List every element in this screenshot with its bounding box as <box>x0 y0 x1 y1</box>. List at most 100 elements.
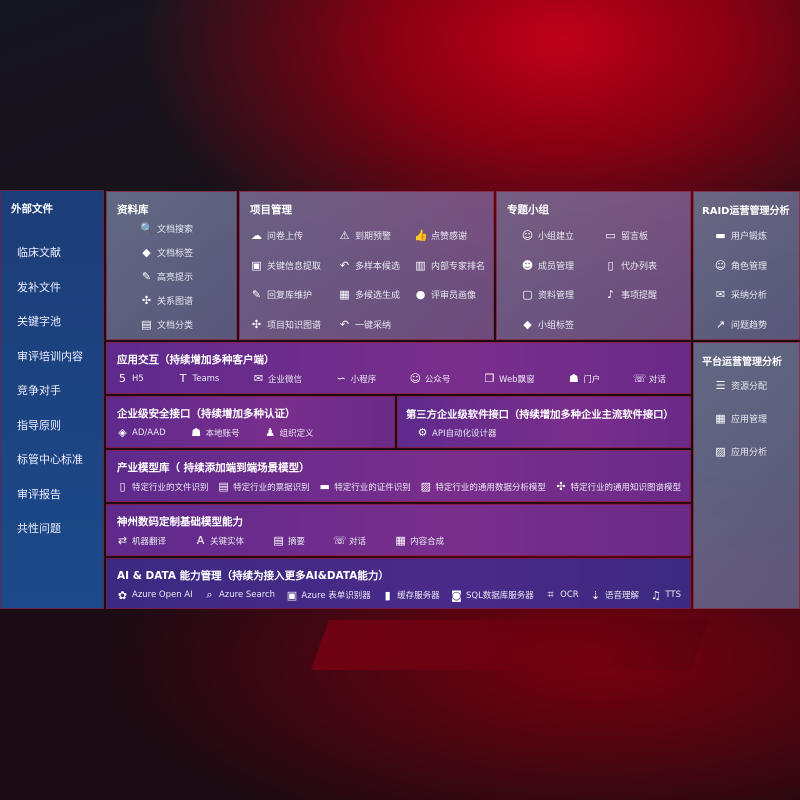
group-item[interactable]: ▢ 资料管理 <box>521 288 574 301</box>
app-item[interactable]: ☺ 公众号 <box>409 372 451 385</box>
external-file-item[interactable]: 竞争对手 <box>17 384 61 397</box>
aidata-item[interactable]: ⌗ OCR <box>544 588 579 602</box>
raid-item[interactable]: ☺ 角色管理 <box>714 259 767 272</box>
library-item[interactable]: ◆ 文档标签 <box>140 246 193 259</box>
group-item-label: 留言板 <box>621 232 649 242</box>
group-item[interactable]: ▭ 留言板 <box>604 229 648 242</box>
industry-title: 产业模型库（ 持续添加端到端场景模型） <box>117 462 310 474</box>
reply-icon: ↶ <box>339 258 350 272</box>
app-item[interactable]: ☗ 门户 <box>567 372 600 385</box>
platform-item[interactable]: ☰ 资源分配 <box>714 379 767 392</box>
raid-item[interactable]: ✉ 采纳分析 <box>714 288 767 301</box>
project-item[interactable]: 👍 点赞感谢 <box>414 229 467 242</box>
project-item[interactable]: ✣ 项目知识图谱 <box>250 318 321 331</box>
aidata-item[interactable]: ⌕ Azure Search <box>203 588 275 602</box>
platform-item[interactable]: ▨ 应用分析 <box>714 445 767 458</box>
base-item[interactable]: ▦ 内容合成 <box>394 534 444 547</box>
group-item-label: 成员管理 <box>538 261 575 272</box>
library-item[interactable]: 🔍 文档搜索 <box>140 222 193 235</box>
base-item[interactable]: ☏ 对话 <box>333 534 366 547</box>
industry-item[interactable]: ▤ 特定行业的票据识别 <box>217 480 309 493</box>
platform-item[interactable]: ▦ 应用管理 <box>714 412 767 425</box>
project-item[interactable]: ▦ 多候选生成 <box>338 288 400 301</box>
external-file-item[interactable]: 标管中心标准 <box>17 453 83 466</box>
external-file-item[interactable]: 共性问题 <box>17 522 61 535</box>
base-item[interactable]: ▤ 摘要 <box>272 534 305 547</box>
industry-item-label: 特定行业的证件识别 <box>334 482 411 493</box>
app-item-label: 门户 <box>583 374 601 385</box>
external-file-item[interactable]: 指导原则 <box>17 418 61 432</box>
external-file-item[interactable]: 审评报告 <box>17 487 61 501</box>
app-item[interactable]: ❐ Web飘窗 <box>483 372 535 385</box>
project-item[interactable]: ↶ 多样本候选 <box>338 259 400 272</box>
base-item[interactable]: A 关键实体 <box>194 534 244 547</box>
security-item[interactable]: ☗ 本地账号 <box>190 426 239 439</box>
app-item-label: 企业微信 <box>268 374 303 385</box>
group-item[interactable]: ☺ 小组建立 <box>521 229 574 242</box>
aidata-item[interactable]: ✿ Azure Open AI <box>116 589 193 602</box>
pen-icon: ✎ <box>141 270 152 283</box>
base-item-label: 对话 <box>349 536 367 547</box>
project-item[interactable]: ↶ 一键采纳 <box>338 318 391 331</box>
raid-item[interactable]: ↗ 问题趋势 <box>714 318 767 331</box>
industry-item[interactable]: ✣ 特定行业的通用知识图谱模型 <box>554 480 681 493</box>
industry-item[interactable]: ▨ 特定行业的通用数据分析模型 <box>419 480 546 493</box>
aidata-item[interactable]: ♫ TTS <box>649 589 681 602</box>
aidata-item[interactable]: ⇣ 语音理解 <box>589 589 639 602</box>
industry-items-row: ▯ 特定行业的文件识别 ▤ 特定行业的票据识别 ▬ 特定行业的证件识别 ▨ 特定行业的通用数据… <box>116 480 681 493</box>
member-icon: ☻ <box>521 258 534 272</box>
project-item[interactable]: ⚠ 到期预警 <box>338 229 391 242</box>
group-item-label: 小组标签 <box>538 320 575 331</box>
security-item[interactable]: ♟ 组织定义 <box>264 426 313 439</box>
app-item[interactable]: ✉ 企业微信 <box>252 372 302 385</box>
app-item[interactable]: T Teams <box>176 372 220 385</box>
library-item[interactable]: ✣ 关系图谱 <box>140 294 193 307</box>
security-items-row: ◈ AD/AAD ☗ 本地账号 ♟ 组织定义 <box>116 426 385 439</box>
project-item-label: 问卷上传 <box>267 232 304 242</box>
group-item[interactable]: ♪ 事项提醒 <box>604 288 657 301</box>
project-item[interactable]: ● 评审员画像 <box>414 288 476 301</box>
project-item[interactable]: ▥ 内部专家排名 <box>414 259 485 272</box>
aidata-item-label: TTS <box>665 590 681 600</box>
thirdparty-item[interactable]: ⚙ API自动化设计器 <box>416 426 497 439</box>
library-item-label: 关系图谱 <box>157 297 194 307</box>
app-item-label: 对话 <box>648 374 666 385</box>
group-item[interactable]: ◆ 小组标签 <box>521 318 574 331</box>
teams-icon: T <box>179 372 187 385</box>
aidata-panel: AI & DATA 能力管理（持续为接入更多AI&DATA能力） ✿ Azure … <box>106 558 691 609</box>
puzzle-icon: ▦ <box>339 288 350 301</box>
project-item[interactable]: ✎ 回复库维护 <box>250 288 312 301</box>
aidata-item[interactable]: ◙ SQL数据库服务器 <box>450 589 534 602</box>
external-file-item[interactable]: 临床文献 <box>17 246 61 259</box>
app-item[interactable]: ☏ 对话 <box>633 372 666 385</box>
external-file-item[interactable]: 关键字池 <box>17 315 61 328</box>
aidata-item[interactable]: ▣ Azure 表单识别器 <box>285 589 371 602</box>
app-item-label: 公众号 <box>424 374 451 385</box>
group-item-label: 小组建立 <box>538 232 575 242</box>
app-item[interactable]: 5 H5 <box>116 372 144 385</box>
raid-item-label: 问题趋势 <box>731 320 768 331</box>
base-item-label: 关键实体 <box>210 536 245 547</box>
group-item[interactable]: ☻ 成员管理 <box>521 259 574 272</box>
aidata-item[interactable]: ▮ 缓存服务器 <box>381 589 440 602</box>
raid-item[interactable]: ▬ 用户锻炼 <box>714 229 767 242</box>
library-item[interactable]: ✎ 高亮提示 <box>140 270 193 283</box>
external-file-item[interactable]: 发补文件 <box>17 280 61 294</box>
app-item[interactable]: ∽ 小程序 <box>335 372 377 385</box>
external-file-item[interactable]: 审评培训内容 <box>17 349 83 363</box>
security-item[interactable]: ◈ AD/AAD <box>116 426 165 439</box>
aidata-item-label: 语音理解 <box>605 591 640 601</box>
industry-item-label: 特定行业的通用知识图谱模型 <box>570 482 681 493</box>
ocr-icon: ⌗ <box>547 588 554 601</box>
aidata-title: AI & DATA 能力管理（持续为接入更多AI&DATA能力） <box>117 570 389 582</box>
project-item[interactable]: ☁ 问卷上传 <box>250 229 303 242</box>
folder-icon: ▢ <box>522 288 533 301</box>
industry-item[interactable]: ▬ 特定行业的证件识别 <box>318 480 411 493</box>
library-item[interactable]: ▤ 文档分类 <box>140 318 193 331</box>
project-item[interactable]: ▣ 关键信息提取 <box>250 259 321 272</box>
group-item[interactable]: ▯ 代办列表 <box>604 259 657 272</box>
raid-title: RAID运营管理分析 <box>702 206 790 217</box>
base-item[interactable]: ⇄ 机器翻译 <box>116 534 166 547</box>
industry-item[interactable]: ▯ 特定行业的文件识别 <box>116 480 208 493</box>
project-item-label: 多样本候选 <box>355 261 401 272</box>
